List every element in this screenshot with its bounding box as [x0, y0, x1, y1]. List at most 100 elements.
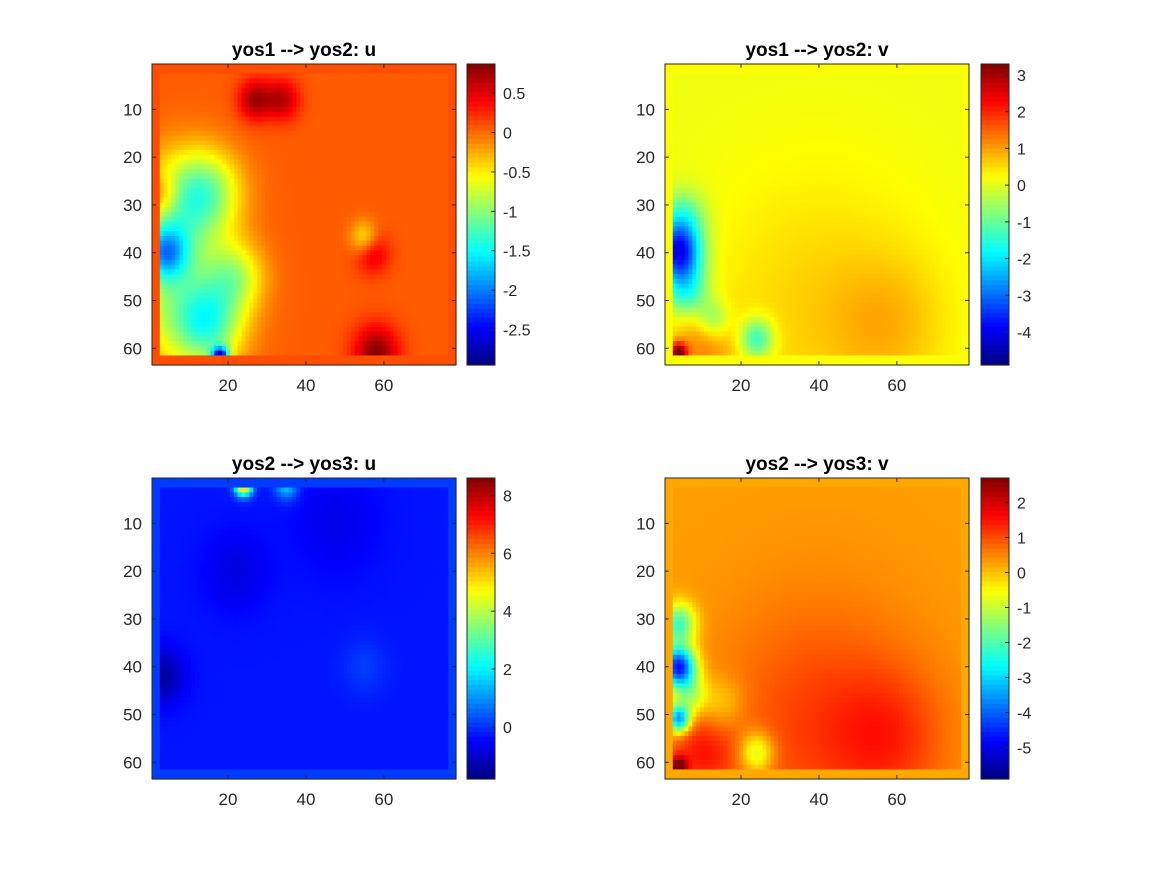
heatmap-cell [190, 317, 196, 323]
heatmap-cell [202, 140, 208, 146]
heatmap-cell [175, 111, 180, 118]
heatmap-cell [432, 302, 438, 309]
heatmap-cell [229, 121, 235, 127]
heatmap-cell [280, 360, 286, 366]
heatmap-cell [241, 178, 247, 185]
heatmap-cell [432, 173, 438, 180]
heatmap-cell [226, 183, 231, 189]
heatmap-cell [268, 283, 274, 290]
heatmap-cell [245, 317, 251, 323]
heatmap-cell [288, 64, 293, 70]
heatmap-cell [214, 245, 219, 251]
heatmap-cell [152, 288, 157, 294]
heatmap-cell [155, 345, 161, 352]
heatmap-cell [444, 150, 449, 156]
heatmap-cell [417, 350, 422, 357]
heatmap-cell [327, 102, 332, 108]
heatmap-cell [354, 169, 360, 175]
heatmap-cell [167, 331, 173, 337]
heatmap-cell [175, 207, 180, 213]
heatmap-cell [393, 78, 399, 84]
heatmap-cell [175, 231, 180, 237]
heatmap-cell [378, 226, 383, 232]
heatmap-cell [288, 73, 293, 79]
heatmap-cell [233, 207, 239, 213]
heatmap-cell [272, 240, 278, 247]
heatmap-cell [268, 97, 274, 103]
heatmap-cell [389, 298, 395, 304]
heatmap-cell [187, 73, 192, 79]
heatmap-cell [401, 360, 406, 366]
heatmap-cell [257, 350, 262, 357]
heatmap-cell [335, 145, 340, 151]
heatmap-cell [198, 169, 204, 175]
heatmap-cell [194, 341, 200, 347]
heatmap-cell [253, 116, 258, 122]
heatmap-cell [393, 288, 399, 294]
heatmap-cell [226, 269, 231, 275]
heatmap-cell [261, 173, 266, 180]
heatmap-cell [358, 216, 364, 223]
heatmap-cell [237, 345, 243, 352]
colorbar-segment [467, 219, 495, 225]
heatmap-cell [342, 207, 348, 213]
heatmap-cell [292, 92, 297, 99]
heatmap-cell [249, 312, 254, 318]
heatmap-cell [432, 154, 438, 161]
heatmap-cell [405, 130, 410, 137]
heatmap-cell [276, 207, 282, 213]
heatmap-cell [249, 73, 254, 79]
heatmap-cell [409, 312, 414, 318]
heatmap-cell [284, 236, 290, 242]
heatmap-cell [288, 255, 293, 261]
heatmap-cell [350, 145, 356, 151]
heatmap-cell [245, 183, 251, 189]
heatmap-cell [187, 159, 192, 165]
heatmap-cell [163, 207, 169, 213]
heatmap-cell [362, 240, 367, 247]
heatmap-cell [358, 102, 364, 108]
heatmap-cell [401, 135, 406, 142]
heatmap-cell [249, 183, 254, 189]
heatmap-cell [183, 212, 188, 218]
heatmap-cell [448, 288, 453, 294]
heatmap-cell [436, 150, 442, 156]
heatmap-cell [397, 274, 403, 280]
heatmap-cell [253, 279, 258, 285]
heatmap-cell [253, 178, 258, 185]
heatmap-cell [389, 317, 395, 323]
heatmap-cell [315, 259, 321, 266]
heatmap-cell [311, 178, 317, 185]
heatmap-cell [307, 154, 313, 161]
heatmap-cell [354, 116, 360, 122]
heatmap-cell [362, 312, 367, 318]
heatmap-cell [183, 92, 188, 99]
heatmap-cell [179, 259, 184, 266]
heatmap-cell [311, 293, 317, 299]
heatmap-cell [288, 97, 293, 103]
heatmap-cell [268, 236, 274, 242]
heatmap-cell [381, 264, 387, 271]
heatmap-cell [183, 78, 188, 84]
heatmap-cell [268, 250, 274, 256]
heatmap-cell [261, 298, 266, 304]
heatmap-cell [428, 259, 434, 266]
colorbar-segment [467, 266, 495, 272]
heatmap-cell [257, 336, 262, 342]
heatmap-cell [304, 236, 309, 242]
heatmap-cell [315, 102, 321, 108]
heatmap-cell [374, 207, 379, 213]
heatmap-cell [190, 231, 196, 237]
heatmap-cell [187, 130, 192, 137]
heatmap-cell [183, 259, 188, 266]
heatmap-cell [378, 326, 383, 333]
heatmap-cell [397, 193, 403, 199]
heatmap-cell [272, 145, 278, 151]
heatmap-cell [401, 73, 406, 79]
heatmap-cell [452, 264, 457, 271]
heatmap-cell [444, 188, 449, 194]
heatmap-cell [413, 121, 418, 127]
heatmap-cell [183, 331, 188, 337]
heatmap-cell [167, 64, 173, 70]
heatmap-cell [331, 221, 336, 228]
